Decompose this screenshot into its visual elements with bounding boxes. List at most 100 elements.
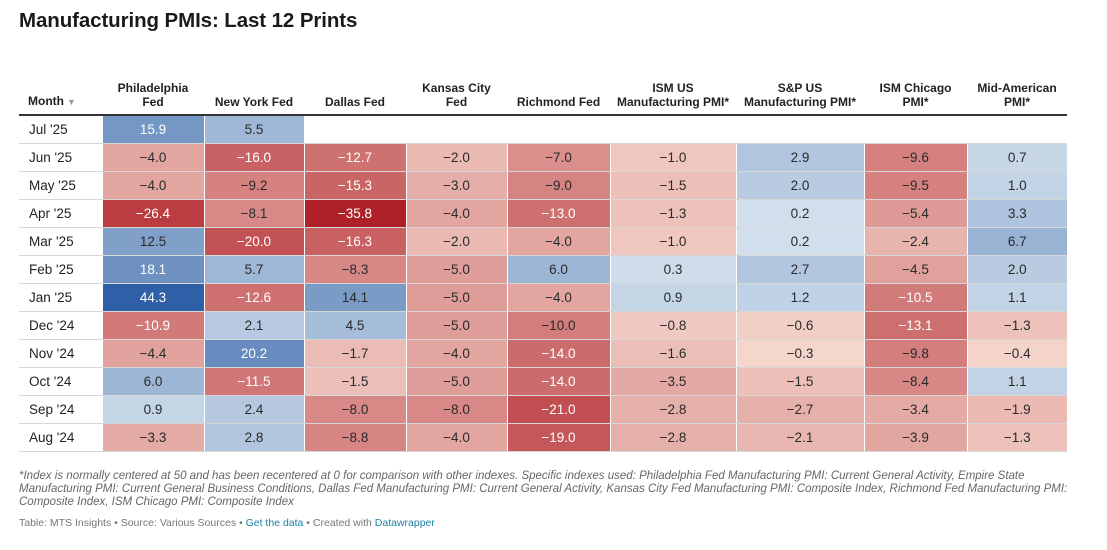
value-cell: −13.0 [506, 199, 610, 228]
value-cell: 2.4 [203, 395, 304, 424]
column-header[interactable]: Richmond Fed [507, 58, 610, 116]
column-header[interactable]: ISM Chicago PMI* [864, 58, 967, 116]
value-cell: −1.3 [609, 199, 736, 228]
value-cell: −1.7 [303, 339, 406, 368]
value-cell: −10.0 [506, 311, 610, 340]
value-cell: −8.0 [405, 395, 507, 424]
value-cell: 6.0 [101, 367, 204, 396]
value-cell: −4.0 [101, 171, 204, 200]
value-cell: −15.3 [303, 171, 406, 200]
month-cell: Jul '25 [19, 115, 102, 144]
datawrapper-link[interactable]: Datawrapper [374, 517, 435, 529]
month-cell: Dec '24 [19, 311, 102, 340]
table-row: Dec '24 −10.9 2.1 4.5 −5.0 −10.0 −0.8 −0.6 −13.1… [19, 311, 1067, 340]
value-cell: −3.3 [101, 423, 204, 452]
value-cell: −0.3 [735, 339, 864, 368]
get-data-link[interactable]: Get the data [245, 517, 304, 529]
table-row: Jul '25 15.9 5.5 [19, 115, 1067, 144]
value-cell: −12.6 [203, 283, 304, 312]
value-cell: 12.5 [101, 227, 204, 256]
value-cell: 2.0 [735, 171, 864, 200]
value-cell: 0.2 [735, 199, 864, 228]
value-cell: 0.7 [966, 143, 1067, 172]
column-header[interactable]: Mid-American PMI* [967, 58, 1067, 116]
pmi-heatmap-table: Month ▼ Philadelphia Fed New York Fed Dal… [19, 58, 1067, 452]
value-cell: −4.0 [405, 423, 507, 452]
month-cell: Mar '25 [19, 227, 102, 256]
value-cell: −2.4 [863, 227, 967, 256]
column-header[interactable]: Philadelphia Fed [102, 58, 204, 116]
value-cell: −8.1 [203, 199, 304, 228]
value-cell: −5.4 [863, 199, 967, 228]
column-header[interactable]: ISM US Manufacturing PMI* [610, 58, 736, 116]
value-cell: 0.3 [609, 255, 736, 284]
table-row: Mar '25 12.5 −20.0 −16.3 −2.0 −4.0 −1.0 0.2 −2.4… [19, 227, 1067, 256]
chart-title: Manufacturing PMIs: Last 12 Prints [19, 9, 358, 32]
table-row: Aug '24 −3.3 2.8 −8.8 −4.0 −19.0 −2.8 −2.1 −3.9−… [19, 423, 1067, 452]
value-cell: −2.0 [405, 143, 507, 172]
value-cell: −2.0 [405, 227, 507, 256]
value-cell: −14.0 [506, 367, 610, 396]
column-header[interactable]: Dallas Fed [304, 58, 406, 116]
value-cell: 1.0 [966, 171, 1067, 200]
value-cell: −20.0 [203, 227, 304, 256]
value-cell: −2.8 [609, 423, 736, 452]
value-cell: 4.5 [303, 311, 406, 340]
month-cell: Nov '24 [19, 339, 102, 368]
value-cell: −9.0 [506, 171, 610, 200]
value-cell: −1.3 [966, 423, 1067, 452]
value-cell: −4.0 [101, 143, 204, 172]
column-header[interactable]: New York Fed [204, 58, 304, 116]
value-cell: −8.8 [303, 423, 406, 452]
value-cell: −12.7 [303, 143, 406, 172]
value-cell: −8.0 [303, 395, 406, 424]
value-cell: 5.7 [203, 255, 304, 284]
header-row: Month ▼ Philadelphia Fed New York Fed Dal… [19, 58, 1067, 116]
credits-created-with: • Created with [303, 517, 375, 529]
value-cell [735, 115, 864, 144]
month-cell: Jan '25 [19, 283, 102, 312]
table-row: Oct '24 6.0 −11.5 −1.5 −5.0 −14.0 −3.5 −1.5 −8.4… [19, 367, 1067, 396]
value-cell: −1.6 [609, 339, 736, 368]
footnote: *Index is normally centered at 50 and ha… [19, 470, 1068, 508]
value-cell: −2.8 [609, 395, 736, 424]
value-cell: −11.5 [203, 367, 304, 396]
value-cell: −5.0 [405, 283, 507, 312]
value-cell [609, 115, 736, 144]
value-cell: −19.0 [506, 423, 610, 452]
credits-source: Table: MTS Insights • Source: Various So… [19, 517, 246, 529]
value-cell: 5.5 [203, 115, 304, 144]
value-cell: −14.0 [506, 339, 610, 368]
value-cell: −21.0 [506, 395, 610, 424]
month-cell: Feb '25 [19, 255, 102, 284]
column-header[interactable]: Kansas City Fed [406, 58, 507, 116]
column-header[interactable]: S&P US Manufacturing PMI* [736, 58, 864, 116]
table-body: Jul '25 15.9 5.5 Jun '25 −4.0 −16.0 −12.7 −2.0−… [19, 115, 1067, 452]
value-cell: 14.1 [303, 283, 406, 312]
value-cell: −4.0 [405, 339, 507, 368]
value-cell: 1.1 [966, 283, 1067, 312]
value-cell: −8.4 [863, 367, 967, 396]
value-cell: −9.8 [863, 339, 967, 368]
value-cell [405, 115, 507, 144]
month-cell: Oct '24 [19, 367, 102, 396]
sort-down-icon[interactable]: ▼ [66, 97, 76, 107]
value-cell: 6.7 [966, 227, 1067, 256]
value-cell: 18.1 [101, 255, 204, 284]
value-cell: 3.3 [966, 199, 1067, 228]
value-cell: 15.9 [101, 115, 204, 144]
value-cell: −10.5 [863, 283, 967, 312]
value-cell: −0.6 [735, 311, 864, 340]
value-cell: −4.0 [405, 199, 507, 228]
value-cell: −5.0 [405, 255, 507, 284]
value-cell: −13.1 [863, 311, 967, 340]
value-cell: −16.0 [203, 143, 304, 172]
value-cell: 2.1 [203, 311, 304, 340]
value-cell: −4.0 [506, 283, 610, 312]
value-cell: −3.9 [863, 423, 967, 452]
value-cell: 2.8 [203, 423, 304, 452]
month-cell: Aug '24 [19, 423, 102, 452]
month-column-header[interactable]: Month ▼ [19, 58, 102, 116]
value-cell: −7.0 [506, 143, 610, 172]
value-cell: −2.1 [735, 423, 864, 452]
